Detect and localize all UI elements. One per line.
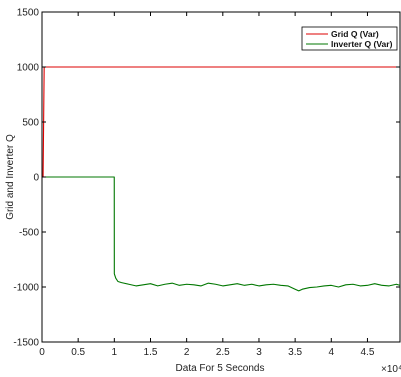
x-tick-label: 1 <box>112 347 118 358</box>
y-tick-label: -500 <box>19 228 39 239</box>
y-tick-label: 500 <box>22 118 39 129</box>
ticks-layer: 0 0.5 1 1.5 2 2.5 3 3.5 4 4.5 -1500 -1000 -500 0 500 10… <box>13 8 400 358</box>
y-axis-label: Grid and Inverter Q <box>5 134 16 220</box>
x-tick-label: 4 <box>329 347 335 358</box>
y-tick-label: -1000 <box>13 283 39 294</box>
series-line-inverter-q <box>42 176 401 292</box>
x-tick-label: 2 <box>184 347 190 358</box>
y-tick-label: 1500 <box>17 8 40 19</box>
x-axis-label: Data For 5 Seconds <box>176 363 265 374</box>
x-tick-label: 3 <box>256 347 262 358</box>
x-tick-label: 3.5 <box>288 347 302 358</box>
x-tick-label: 0 <box>39 347 45 358</box>
legend-label-inverter-q: Inverter Q (Var) <box>331 39 393 49</box>
x-axis-multiplier: ×10⁴ <box>381 364 401 375</box>
x-tick-label: 1.5 <box>144 347 158 358</box>
x-tick-label: 2.5 <box>216 347 230 358</box>
x-tick-label: 0.5 <box>71 347 85 358</box>
y-tick-label: 1000 <box>17 63 40 74</box>
y-tick-label: 0 <box>33 173 39 184</box>
x-tick-label: 4.5 <box>361 347 375 358</box>
legend-label-grid-q: Grid Q (Var) <box>331 29 379 39</box>
legend: Grid Q (Var) Inverter Q (Var) <box>301 26 398 51</box>
y-tick-label: -1500 <box>13 338 39 349</box>
